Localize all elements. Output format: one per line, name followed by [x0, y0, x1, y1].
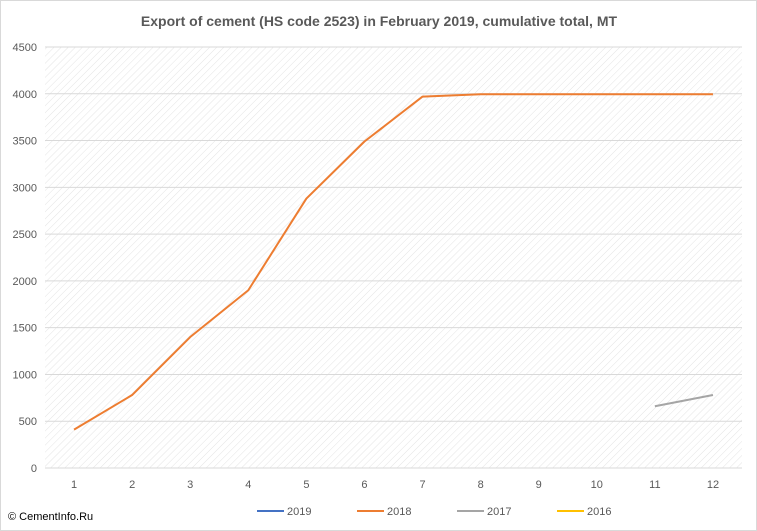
x-tick-label: 6: [361, 479, 367, 491]
y-tick-label: 4000: [13, 89, 37, 101]
x-tick-label: 11: [649, 479, 660, 491]
y-axis-ticks: 0 500 1000 1500 2000 2500 3000 3500 4000 4500: [13, 42, 37, 475]
x-tick-label: 12: [707, 479, 719, 491]
legend: 2019 2018 2017 2016: [257, 506, 611, 518]
legend-label-2017: 2017: [487, 506, 511, 518]
y-tick-label: 1000: [13, 369, 37, 381]
x-tick-label: 2: [129, 479, 135, 491]
x-tick-label: 7: [419, 479, 425, 491]
gridlines: [45, 46, 742, 422]
x-axis-ticks: 1 2 3 4 5 6 7 8 9 10 11 12: [71, 479, 719, 491]
y-tick-label: 3000: [13, 182, 37, 194]
legend-label-2018: 2018: [387, 506, 411, 518]
x-tick-label: 10: [591, 479, 603, 491]
y-tick-label: 0: [31, 463, 37, 475]
y-tick-label: 3500: [13, 136, 37, 148]
y-tick-label: 4500: [13, 42, 37, 54]
chart-title: Export of cement (HS code 2523) in Febru…: [141, 13, 618, 29]
x-tick-label: 8: [478, 479, 484, 491]
legend-label-2016: 2016: [587, 506, 611, 518]
x-tick-label: 5: [303, 479, 309, 491]
x-tick-label: 9: [536, 479, 542, 491]
x-tick-label: 1: [71, 479, 77, 491]
legend-label-2019: 2019: [287, 506, 311, 518]
y-tick-label: 1500: [13, 323, 37, 335]
copyright-text: © CementInfo.Ru: [8, 511, 93, 523]
y-tick-label: 2000: [13, 276, 37, 288]
series-line-2018: [73, 93, 713, 431]
series-lines: [73, 93, 714, 431]
x-tick-label: 3: [187, 479, 193, 491]
plot-area: [45, 47, 742, 468]
y-tick-label: 2500: [13, 229, 37, 241]
series-line-2017: [654, 394, 714, 408]
y-tick-label: 500: [19, 416, 37, 428]
x-tick-label: 4: [245, 479, 251, 491]
